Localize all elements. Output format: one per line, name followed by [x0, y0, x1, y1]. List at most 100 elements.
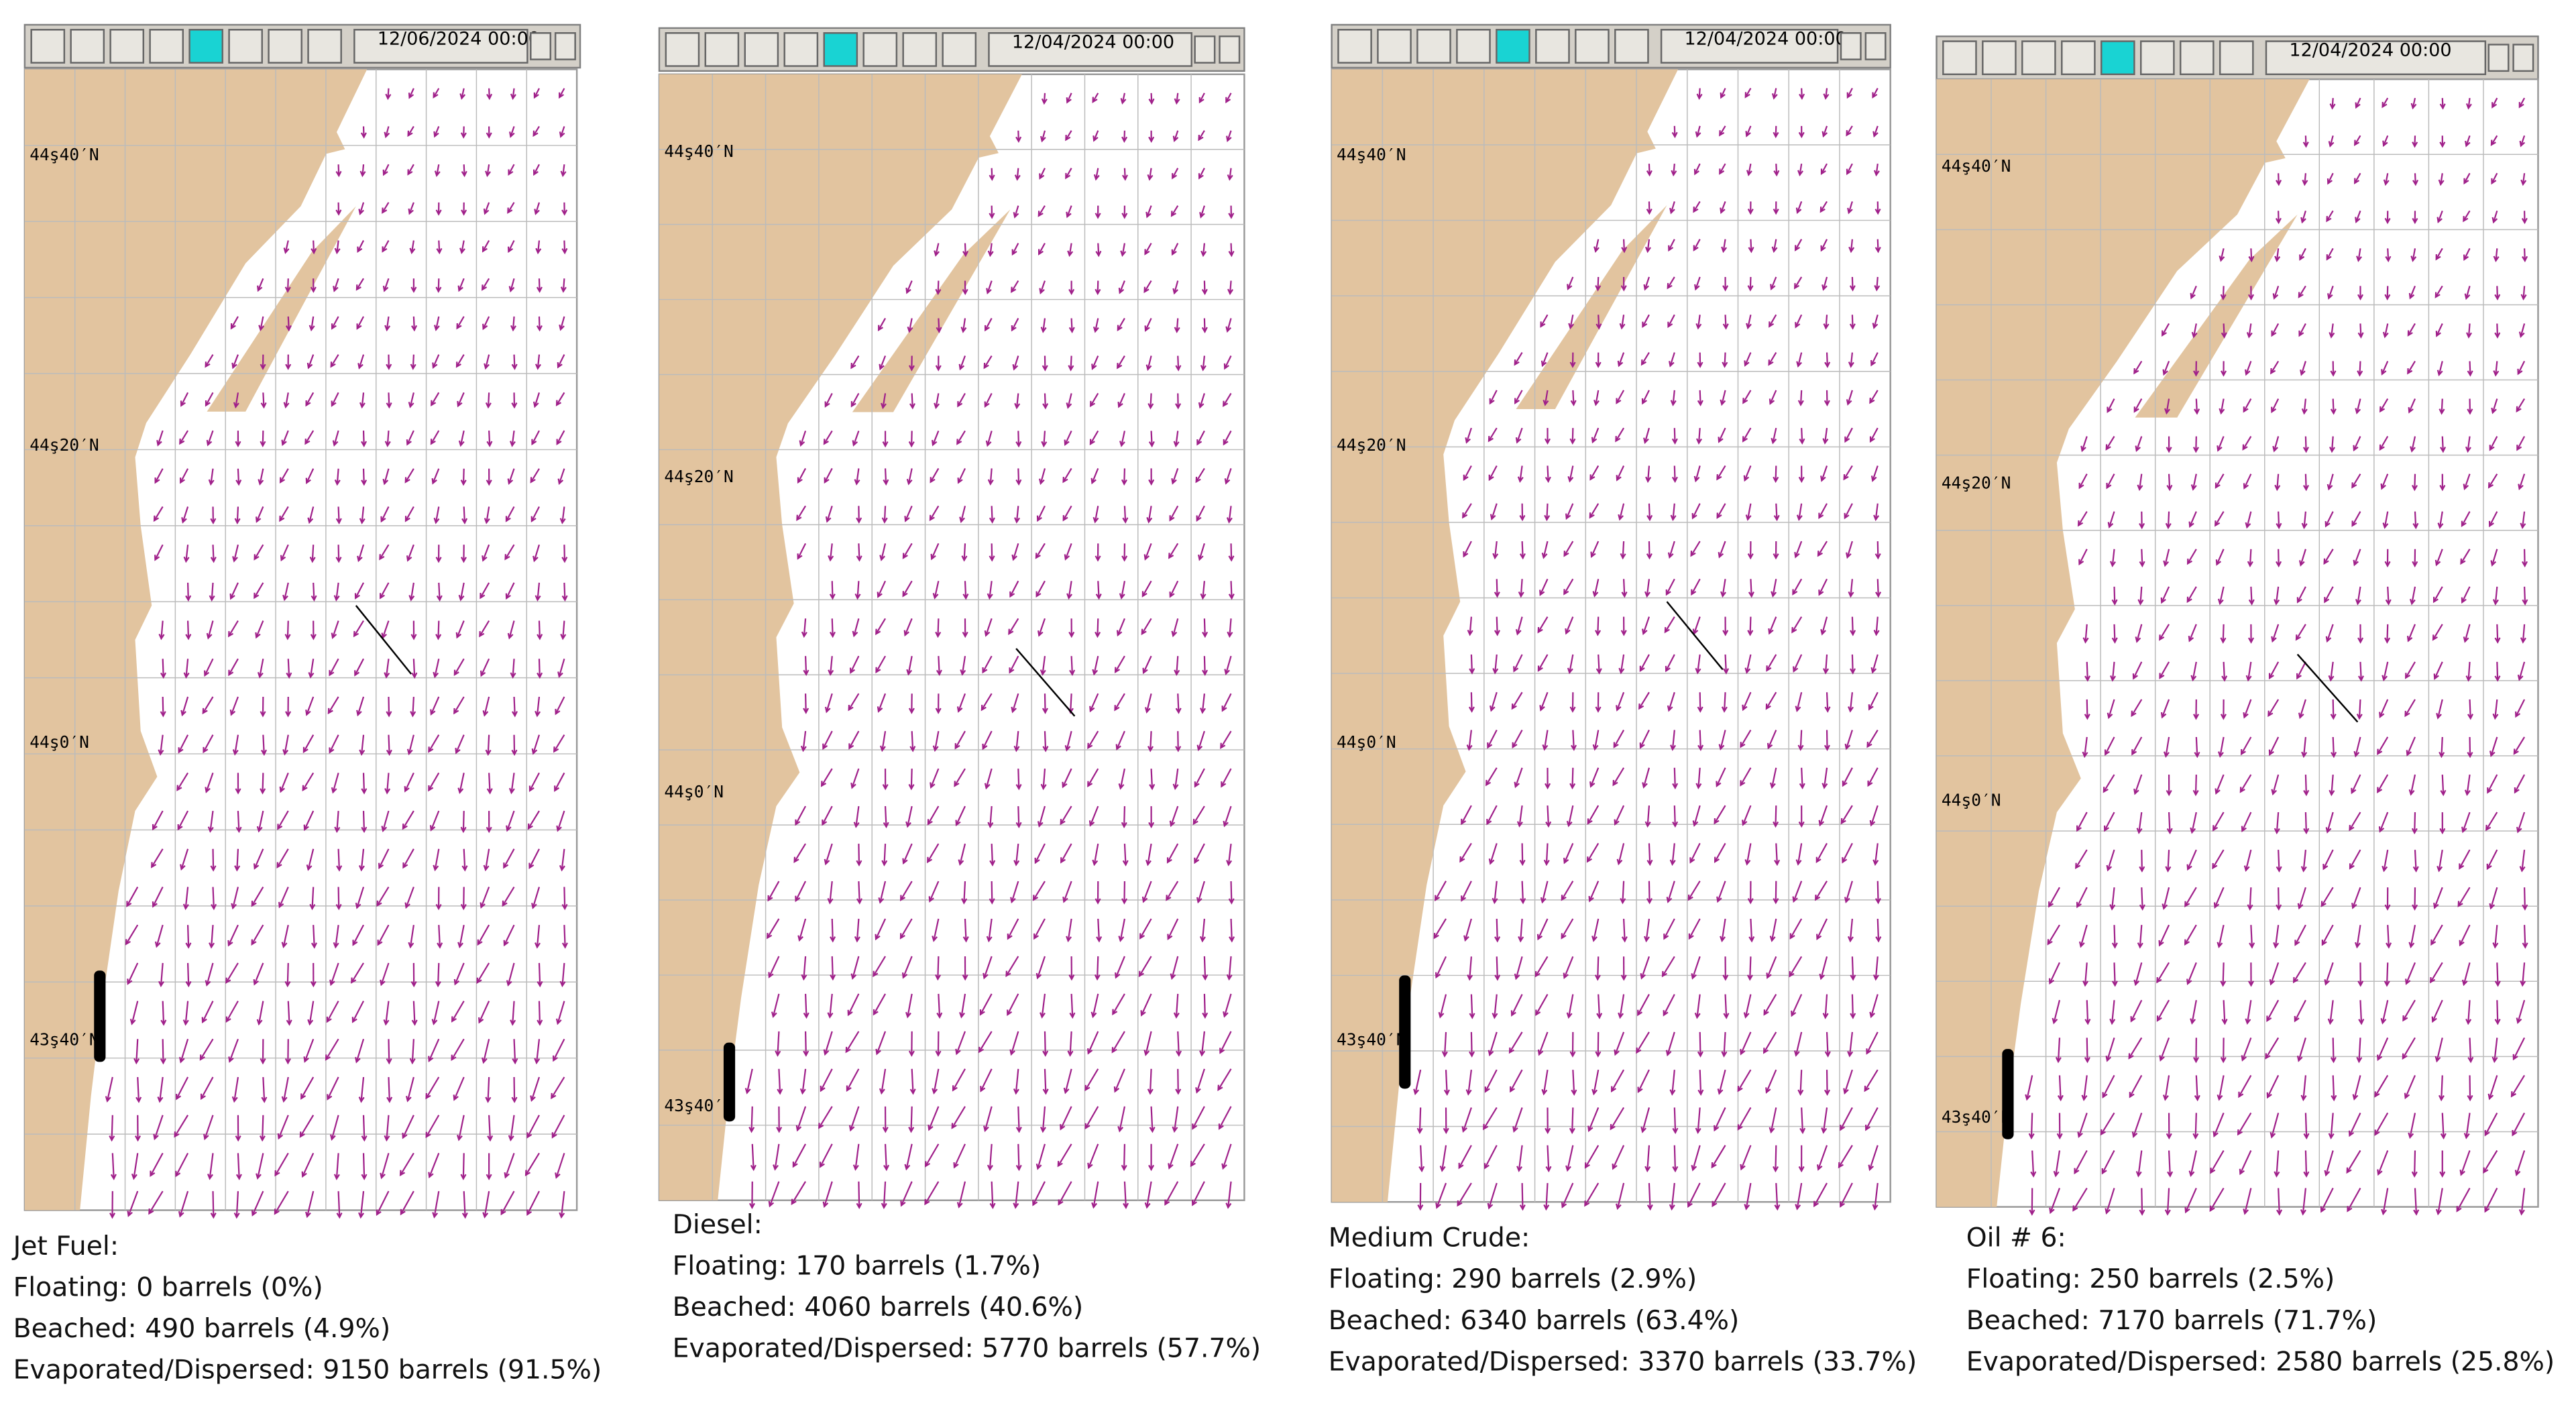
tool-button[interactable]	[1377, 29, 1412, 64]
tool-button[interactable]	[109, 29, 145, 64]
arrow-head	[1639, 665, 1645, 673]
current-arrow	[203, 734, 214, 752]
tool-button[interactable]	[1496, 29, 1530, 64]
current-arrow	[1044, 693, 1046, 713]
step-button[interactable]	[554, 32, 576, 60]
time-slider[interactable]	[1660, 29, 1839, 64]
tool-button[interactable]	[823, 32, 858, 67]
arrow-head	[1223, 439, 1229, 446]
current-arrow	[877, 580, 887, 598]
current-arrow	[1823, 767, 1828, 788]
current-arrow	[451, 1038, 465, 1060]
tool-button[interactable]	[149, 29, 184, 64]
tool-button[interactable]	[268, 29, 302, 64]
current-arrow	[768, 956, 780, 978]
tool-button[interactable]	[1982, 40, 2017, 76]
tool-button[interactable]	[1575, 29, 1610, 64]
time-slider[interactable]	[353, 29, 528, 64]
current-arrow	[326, 1001, 339, 1022]
arrow-head	[1121, 898, 1128, 905]
current-arrow	[1084, 1106, 1099, 1129]
tool-button[interactable]	[1416, 29, 1451, 64]
tool-button[interactable]	[30, 29, 66, 64]
arrow-head	[1543, 1204, 1550, 1211]
tool-button[interactable]	[2179, 40, 2215, 76]
step-button[interactable]	[1219, 35, 1241, 64]
arrow-head	[2076, 825, 2082, 832]
time-slider[interactable]	[2265, 40, 2487, 76]
step-button[interactable]	[1840, 32, 1862, 60]
current-arrow	[1872, 88, 1879, 98]
step-button[interactable]	[2487, 44, 2510, 72]
tool-button[interactable]	[1942, 40, 1977, 76]
step-button[interactable]	[1864, 32, 1887, 60]
tool-button[interactable]	[2021, 40, 2056, 76]
arrow-head	[1561, 933, 1567, 940]
arrow-head	[2219, 408, 2225, 415]
step-button[interactable]	[2512, 44, 2534, 72]
current-arrow	[1610, 1107, 1625, 1129]
arrow-head	[1199, 212, 1205, 219]
tool-button[interactable]	[2219, 40, 2254, 76]
arrow-head	[2296, 673, 2302, 680]
current-arrow	[982, 730, 993, 749]
tool-button[interactable]	[942, 32, 977, 67]
step-button[interactable]	[530, 32, 552, 60]
current-arrow	[2161, 699, 2170, 718]
arrow-head	[510, 325, 517, 332]
current-arrow	[985, 768, 993, 789]
arrow-head	[1589, 474, 1595, 481]
current-arrow	[1723, 1031, 1726, 1056]
tool-button[interactable]	[1456, 29, 1491, 64]
tool-button[interactable]	[1337, 29, 1372, 64]
arrow-head	[1765, 704, 1771, 710]
current-arrow	[2188, 624, 2197, 641]
current-arrow	[1744, 994, 1752, 1017]
current-arrow	[853, 618, 860, 636]
arrow-head	[1563, 857, 1569, 864]
current-arrow	[1720, 201, 1726, 213]
tool-button[interactable]	[783, 32, 819, 67]
current-arrow	[408, 88, 414, 98]
tool-button[interactable]	[188, 29, 223, 64]
arrow-head	[1870, 667, 1877, 674]
current-arrow	[511, 430, 515, 446]
arrow-head	[1595, 323, 1602, 330]
current-arrow	[1015, 731, 1019, 751]
arrow-head	[1665, 665, 1671, 673]
arrow-head	[1095, 555, 1101, 562]
arrow-head	[133, 1058, 140, 1065]
arrow-head	[277, 1133, 284, 1140]
tool-button[interactable]	[1535, 29, 1570, 64]
tool-button[interactable]	[862, 32, 898, 67]
arrow-head	[1013, 1202, 1019, 1209]
current-arrow	[1167, 918, 1179, 940]
current-arrow	[877, 693, 887, 712]
current-arrow	[335, 925, 339, 948]
current-arrow	[306, 468, 315, 484]
tool-button[interactable]	[2140, 40, 2175, 76]
tool-button[interactable]	[228, 29, 263, 64]
tool-button[interactable]	[2101, 40, 2135, 76]
arrow-head	[1115, 744, 1121, 751]
step-button[interactable]	[1194, 35, 1216, 64]
current-arrow	[1202, 243, 1205, 256]
tool-button[interactable]	[665, 32, 700, 67]
tool-button[interactable]	[1614, 29, 1649, 64]
arrow-head	[1774, 859, 1781, 866]
time-slider[interactable]	[988, 32, 1192, 67]
tool-button[interactable]	[744, 32, 779, 67]
tool-button[interactable]	[307, 29, 342, 64]
arrow-head	[2409, 598, 2416, 606]
tool-button[interactable]	[704, 32, 740, 67]
tool-button[interactable]	[902, 32, 938, 67]
tool-button[interactable]	[70, 29, 105, 64]
arrow-head	[2487, 1093, 2494, 1101]
arrow-head	[2384, 217, 2391, 225]
arrow-head	[909, 403, 915, 410]
arrow-head	[2380, 1017, 2387, 1025]
current-arrow	[461, 88, 465, 99]
current-arrow	[1567, 1145, 1574, 1171]
current-arrow	[2195, 736, 2198, 757]
tool-button[interactable]	[2061, 40, 2096, 76]
